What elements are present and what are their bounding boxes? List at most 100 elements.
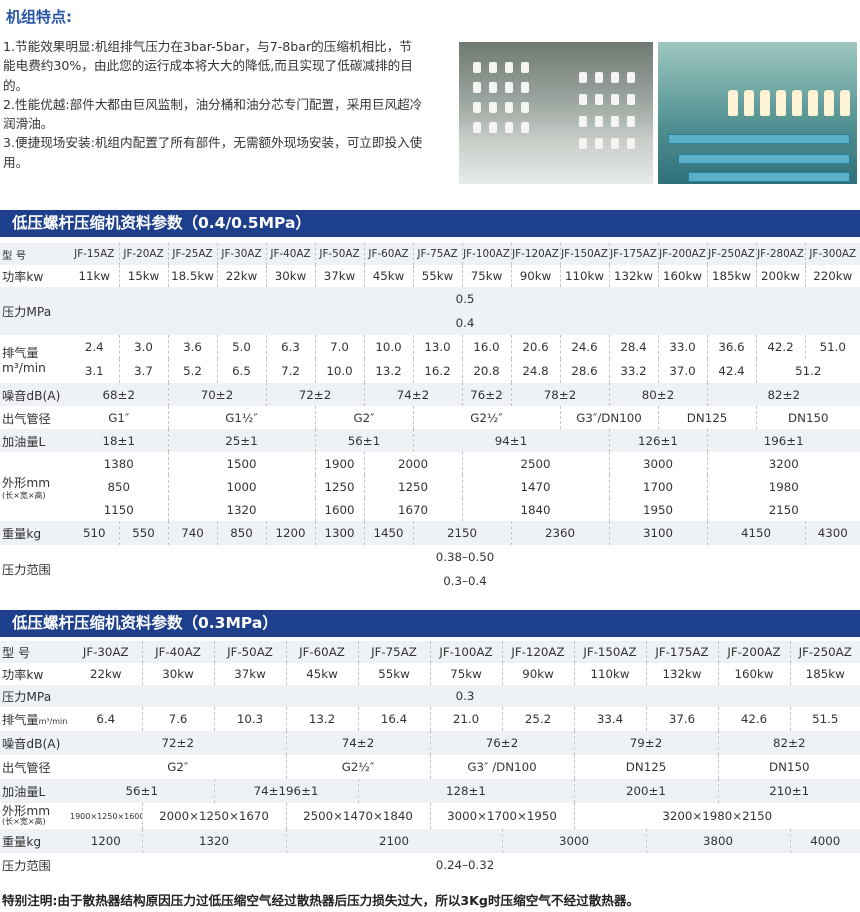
t1-power: 30kw	[266, 265, 316, 287]
t2-pressure-value: 0.3	[70, 685, 860, 707]
t1-noise: 82±2	[707, 383, 860, 406]
t2-range: 0.24–0.32	[435, 858, 495, 872]
t2-pipe-label: 出气管径	[2, 761, 51, 775]
t1-oil: 56±1	[315, 429, 414, 452]
t2-dim-label: 外形mm (长×宽×高)	[2, 804, 51, 826]
t2-oil-row: 加油量L 56±1 74±196±1 128±1 200±1 210±1	[0, 779, 860, 803]
t1-power: 75kw	[462, 265, 512, 287]
t2-power: 160kw	[718, 663, 791, 685]
t1-dim: 850	[70, 475, 169, 498]
table2: 型 号 JF-30AZ JF-40AZ JF-50AZ JF-60AZ JF-7…	[0, 641, 860, 877]
t1-pressure-value: 0.5	[70, 287, 860, 311]
t1-exhaust: 3.6	[168, 335, 218, 359]
t1-power-label: 功率kw	[2, 270, 44, 284]
t1-weight-row: 重量kg 510 550 740 850 1200 1300 1450 2150…	[0, 521, 860, 545]
t1-power: 132kw	[609, 265, 659, 287]
t2-model-row: 型 号 JF-30AZ JF-40AZ JF-50AZ JF-60AZ JF-7…	[0, 641, 860, 663]
t1-exhaust: 42.2	[756, 335, 806, 359]
t1-pipe: G2″	[315, 406, 414, 429]
t1-weight: 550	[119, 521, 169, 545]
t2-exhaust: 13.2	[286, 707, 359, 731]
t1-power: 110kw	[560, 265, 610, 287]
t2-power: 110kw	[574, 663, 647, 685]
t1-model: JF-300AZ	[805, 243, 860, 265]
t2-exhaust: 51.5	[812, 712, 839, 726]
t1-exhaust: 33.2	[609, 359, 659, 383]
t1-model: JF-60AZ	[364, 243, 414, 265]
t2-model: JF-40AZ	[142, 641, 215, 663]
t2-exhaust-row: 排气量m³/min 6.4 7.6 10.3 13.2 16.4 21.0 25…	[0, 707, 860, 731]
t1-weight: 2360	[511, 521, 610, 545]
table1: 型 号 JF-15AZ JF-20AZ JF-25AZ JF-30AZ JF-4…	[0, 243, 860, 593]
t1-dim: 1380	[70, 452, 169, 475]
t1-oil-row: 加油量L 18±1 25±1 56±1 94±1 126±1 196±1	[0, 429, 860, 452]
t1-weight: 1300	[315, 521, 365, 545]
t2-pressure-row: 压力MPa 0.3	[0, 685, 860, 707]
t1-pipe: DN125	[658, 406, 757, 429]
t1-dim: 1250	[315, 475, 365, 498]
t2-pressure-label: 压力MPa	[0, 685, 70, 707]
t1-oil-label: 加油量L	[0, 429, 70, 452]
t1-exhaust: 3.1	[70, 359, 120, 383]
t2-power: 90kw	[502, 663, 575, 685]
t2-noise: 72±2	[70, 731, 287, 755]
t1-exhaust: 5.2	[168, 359, 218, 383]
t2-pipe: G2½″	[286, 755, 431, 779]
feature-item-2: 2.性能优越:部件大都由巨风监制，油分桶和油分芯专门配置，采用巨风超冷润滑油。	[3, 96, 423, 132]
t2-model: JF-30AZ	[70, 641, 143, 663]
t2-power: 75kw	[430, 663, 503, 685]
t1-range-label: 压力范围	[2, 563, 51, 577]
t2-power-label: 功率kw	[2, 668, 44, 682]
t1-oil: 25±1	[168, 429, 316, 452]
t2-noise: 79±2	[574, 731, 719, 755]
t1-dim: 2150	[768, 502, 799, 517]
t1-exhaust: 13.0	[413, 335, 463, 359]
t1-dim: 1000	[168, 475, 316, 498]
table1-header: 低压螺杆压缩机资料参数（0.4/0.5MPa）	[0, 210, 860, 237]
t1-dim: 2000	[364, 452, 463, 475]
t1-pipe: G1″	[70, 406, 169, 429]
t2-power-row: 功率kw 22kw 30kw 37kw 45kw 55kw 75kw 90kw …	[0, 663, 860, 685]
t2-noise-row: 噪音dB(A) 72±2 74±2 76±2 79±2 82±2	[0, 731, 860, 755]
t1-exhaust: 24.8	[511, 359, 561, 383]
t2-dim: 3200×1980×2150	[662, 809, 773, 823]
t1-noise: 72±2	[266, 383, 365, 406]
t1-pressure-row-1: 压力MPa 0.5	[0, 287, 860, 335]
t1-exhaust: 7.2	[266, 359, 316, 383]
t2-model: JF-50AZ	[214, 641, 287, 663]
t2-noise: 74±2	[286, 731, 431, 755]
t1-model: JF-75AZ	[413, 243, 463, 265]
t1-range-row-2: 0.3–0.4	[0, 569, 860, 593]
t1-weight-label: 重量kg	[0, 521, 70, 545]
t2-power: 132kw	[646, 663, 719, 685]
t1-power: 55kw	[413, 265, 463, 287]
t2-exhaust: 16.4	[358, 707, 431, 731]
t2-weight: 2100	[286, 829, 503, 853]
t1-range: 0.3–0.4	[443, 574, 487, 588]
t1-exhaust: 3.0	[119, 335, 169, 359]
t2-weight-row: 重量kg 1200 1320 2100 3000 3800 4000	[0, 829, 860, 853]
t1-exhaust: 37.0	[658, 359, 708, 383]
t2-model: JF-200AZ	[718, 641, 791, 663]
t1-exhaust: 13.2	[364, 359, 414, 383]
t2-model: JF-75AZ	[358, 641, 431, 663]
t1-exhaust-row-2: 3.1 3.7 5.2 6.5 7.2 10.0 13.2 16.2 20.8 …	[0, 359, 860, 383]
t1-model: JF-150AZ	[560, 243, 610, 265]
t2-oil-label: 加油量L	[0, 779, 70, 803]
t1-exhaust: 6.3	[266, 335, 316, 359]
t1-dim: 1600	[315, 498, 365, 521]
t2-noise: 82±2	[718, 731, 860, 755]
t1-model: JF-280AZ	[756, 243, 806, 265]
t2-weight: 3800	[646, 829, 791, 853]
t1-weight: 1200	[266, 521, 316, 545]
t2-exhaust: 10.3	[214, 707, 287, 731]
t1-dim: 3200	[768, 456, 799, 471]
t1-weight: 4150	[707, 521, 806, 545]
t1-exhaust-label: 排气量 m³/min	[2, 346, 46, 375]
t1-dim-label: 外形mm (长×宽×高)	[2, 476, 51, 500]
t2-pipe: G2″	[70, 755, 287, 779]
t2-model: JF-100AZ	[430, 641, 503, 663]
t2-model: JF-175AZ	[646, 641, 719, 663]
t2-power: 55kw	[358, 663, 431, 685]
t1-exhaust: 24.6	[560, 335, 610, 359]
